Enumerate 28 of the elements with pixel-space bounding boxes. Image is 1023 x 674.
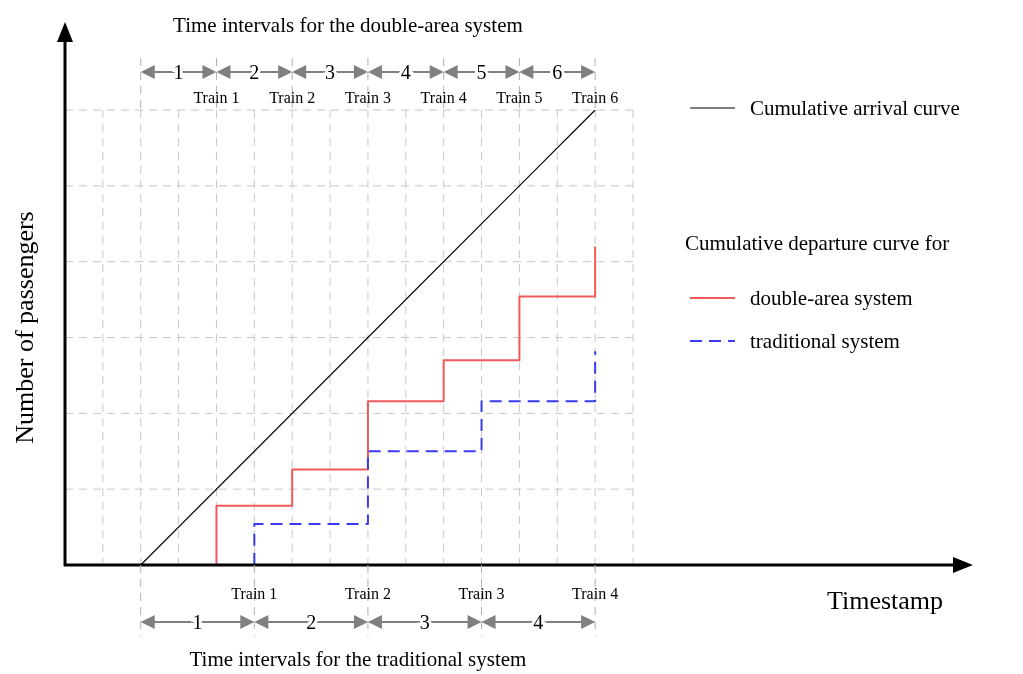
text: Timestamp [826,586,944,615]
y-axis-title: Number of passengers [10,211,39,444]
legend-label: double-area system [750,286,913,310]
legend-label: traditional system [750,329,900,353]
text: Train 5 [496,89,543,106]
text: Train 4 [420,89,467,106]
text: Train 4 [572,585,619,602]
legend-label: Cumulative arrival curve [750,96,960,120]
text: Time intervals for the traditional system [189,647,527,671]
text: 4 [400,61,411,83]
text: Train 1 [231,585,278,602]
text: Train 1 [193,89,240,106]
text: 4 [533,611,544,633]
text: Train 3 [344,89,391,106]
text: 6 [552,61,563,83]
text: 2 [249,61,260,83]
text: 2 [306,611,317,633]
text: Train 2 [269,89,316,106]
text: Train 3 [458,585,505,602]
legend-title: Cumulative departure curve for [685,231,950,255]
text: 1 [192,611,203,633]
text: Train 2 [344,585,391,602]
text: 1 [173,61,184,83]
text: Train 6 [572,89,619,106]
text: 5 [476,61,487,83]
text: 3 [419,611,430,633]
text: 3 [325,61,336,83]
text: Time intervals for the double-area system [173,13,523,37]
